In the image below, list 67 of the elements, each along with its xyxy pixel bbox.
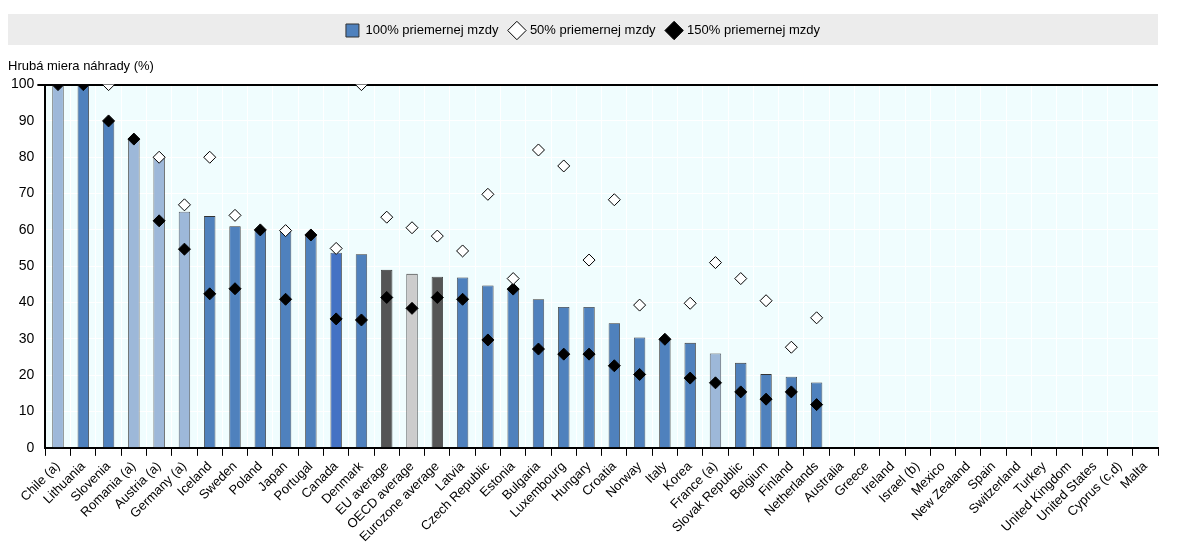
point xyxy=(405,301,419,315)
y-tick-label: 0 xyxy=(26,438,35,455)
point xyxy=(506,282,520,296)
y-tick-label: 70 xyxy=(18,184,35,201)
point xyxy=(506,272,520,286)
y-tick-label: 50 xyxy=(18,257,35,274)
point xyxy=(152,214,166,228)
point xyxy=(607,193,621,207)
point xyxy=(228,208,242,222)
legend-label: 50% priemernej mzdy xyxy=(529,22,657,38)
point xyxy=(784,385,798,399)
point xyxy=(279,224,293,238)
y-tick-label: 100 xyxy=(11,75,35,92)
point xyxy=(228,282,242,296)
y-tick-label: 40 xyxy=(18,293,35,310)
legend-label: 150% priemernej mzdy xyxy=(687,22,821,38)
point xyxy=(380,210,394,224)
point xyxy=(708,376,722,390)
y-tick-label: 80 xyxy=(18,148,35,165)
point xyxy=(279,292,293,306)
point xyxy=(557,159,571,173)
y-axis-title: Hrubá miera náhrady (%) xyxy=(8,58,154,74)
point xyxy=(203,287,217,301)
point xyxy=(784,340,798,354)
point xyxy=(810,311,824,325)
point xyxy=(633,367,647,381)
point xyxy=(354,313,368,327)
legend-label: 100% priemernej mzdy xyxy=(365,22,499,38)
point xyxy=(658,332,672,346)
point xyxy=(481,333,495,347)
point xyxy=(683,371,697,385)
y-tick-label: 20 xyxy=(18,366,35,383)
point xyxy=(102,114,116,128)
point xyxy=(531,342,545,356)
point xyxy=(633,298,647,312)
point xyxy=(456,244,470,258)
point xyxy=(203,150,217,164)
point xyxy=(683,296,697,310)
point xyxy=(708,256,722,270)
point xyxy=(582,253,596,267)
point xyxy=(759,294,773,308)
point xyxy=(531,143,545,157)
point xyxy=(607,359,621,373)
point xyxy=(582,347,596,361)
y-tick-label: 60 xyxy=(18,220,35,237)
point xyxy=(152,150,166,164)
y-tick-label: 10 xyxy=(18,402,35,419)
point xyxy=(329,241,343,255)
point xyxy=(127,132,141,146)
point xyxy=(430,290,444,304)
y-tick-label: 90 xyxy=(18,111,35,128)
point xyxy=(177,198,191,212)
point xyxy=(177,242,191,256)
point xyxy=(430,229,444,243)
point xyxy=(557,347,571,361)
point xyxy=(810,398,824,412)
y-tick-label: 30 xyxy=(18,329,35,346)
point xyxy=(734,385,748,399)
point xyxy=(759,392,773,406)
point xyxy=(481,187,495,201)
point xyxy=(734,272,748,286)
point xyxy=(329,312,343,326)
point xyxy=(380,290,394,304)
point xyxy=(456,292,470,306)
point xyxy=(405,221,419,235)
point xyxy=(304,228,318,242)
point xyxy=(253,223,267,237)
